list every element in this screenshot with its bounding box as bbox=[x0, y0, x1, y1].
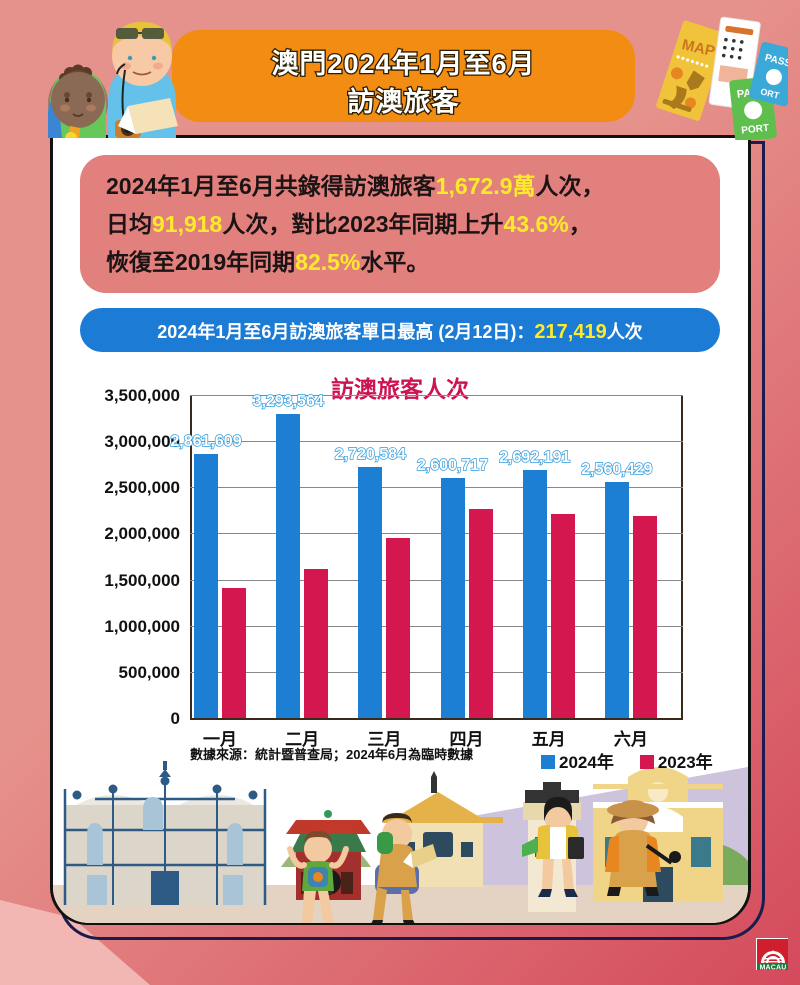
svg-text:MACAU: MACAU bbox=[759, 965, 786, 971]
